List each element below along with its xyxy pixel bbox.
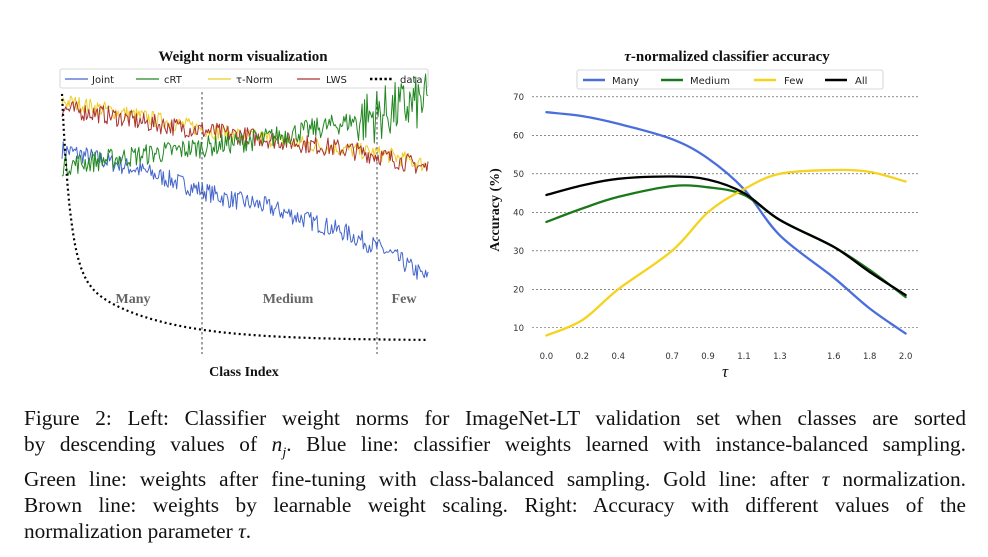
right-ylabel: Accuracy (%) <box>488 168 503 252</box>
caption-line-2: by descending values of nj. Blue line: c… <box>24 431 966 466</box>
legend-label-medium: Medium <box>690 76 730 87</box>
caption-line-2a: by descending values of <box>24 432 272 456</box>
right-y-tick-label: 40 <box>513 208 524 218</box>
legend-label-data: data <box>400 75 423 86</box>
accuracy-line-few <box>545 168 907 337</box>
right-x-tick-label: 0.2 <box>576 352 590 362</box>
right-panel: τ-normalized classifier accuracy Many Me… <box>488 49 920 381</box>
weight-norm-line-joint <box>61 141 429 280</box>
right-x-tick-labels: 0.0 0.2 0.4 0.7 0.9 1.1 1.3 1.6 1.8 2.0 <box>540 352 913 362</box>
caption-tau-1: τ <box>821 467 830 492</box>
caption-tau-2: τ <box>238 519 246 544</box>
right-series-group <box>545 111 907 337</box>
legend-label-tau-norm: τ-Norm <box>236 75 273 86</box>
right-x-tick-label: 1.3 <box>773 352 787 362</box>
left-legend: Joint cRT τ-Norm LWS data <box>59 68 429 89</box>
right-title: τ-normalized classifier accuracy <box>624 49 830 65</box>
right-title-rest: -normalized classifier accuracy <box>631 49 830 65</box>
right-x-tick-label: 0.7 <box>665 352 679 362</box>
legend-label-many: Many <box>612 76 639 87</box>
right-y-tick-label: 30 <box>513 247 524 257</box>
legend-label-all: All <box>855 76 867 87</box>
legend-label-crt: cRT <box>164 75 183 86</box>
caption-var-j: j <box>282 445 287 461</box>
right-x-tick-label: 0.9 <box>701 352 715 362</box>
caption-line-3b: normalization. <box>829 467 967 492</box>
right-x-tick-label: 1.6 <box>827 352 841 362</box>
right-xlabel: τ <box>722 362 729 381</box>
caption-line-5a: normalization parameter <box>24 519 239 544</box>
legend-label-joint: Joint <box>91 75 114 86</box>
right-legend-box <box>576 69 884 90</box>
caption-var-n: n <box>271 432 283 456</box>
region-label-many: Many <box>116 292 151 307</box>
right-y-tick-label: 20 <box>513 285 524 295</box>
right-title-tau: τ <box>624 49 632 65</box>
right-y-tick-label: 60 <box>513 131 524 141</box>
caption-line-1: Figure 2: Left: Classifier weight norms … <box>24 406 966 430</box>
caption-line-5b: . <box>245 519 252 544</box>
right-x-tick-label: 2.0 <box>899 352 913 362</box>
right-y-tick-label: 50 <box>513 170 524 180</box>
data-distribution-curve <box>60 93 428 341</box>
region-label-medium: Medium <box>263 292 314 307</box>
left-xlabel: Class Index <box>209 365 279 380</box>
right-x-tick-label: 1.1 <box>737 352 751 362</box>
caption-line-3: Green line: weights after fine-tuning wi… <box>24 466 966 492</box>
right-grid <box>532 96 920 329</box>
left-legend-box <box>59 68 429 89</box>
right-x-tick-label: 0.4 <box>611 352 625 362</box>
figure-caption: Figure 2: Left: Classifier weight norms … <box>24 405 966 544</box>
caption-line-2b: . Blue line: classifier weights learned … <box>286 432 967 456</box>
weight-norm-line-crt <box>61 73 429 177</box>
left-title: Weight norm visualization <box>158 49 328 65</box>
accuracy-line-many <box>545 111 907 335</box>
right-y-tick-label: 70 <box>513 93 524 103</box>
right-y-tick-label: 10 <box>513 324 524 334</box>
accuracy-line-all <box>545 175 907 297</box>
right-legend: Many Medium Few All <box>576 69 884 90</box>
right-x-tick-label: 1.8 <box>863 352 877 362</box>
left-panel: Weight norm visualization Joint cRT τ-No… <box>59 49 429 380</box>
legend-label-lws: LWS <box>326 75 347 86</box>
legend-label-few: Few <box>784 76 804 87</box>
left-series-group <box>61 73 429 280</box>
accuracy-line-medium <box>545 184 907 299</box>
right-y-tick-labels: 10 20 30 40 50 60 70 <box>513 93 524 334</box>
figure: Weight norm visualization Joint cRT τ-No… <box>59 49 920 381</box>
caption-line-5: normalization parameter τ. <box>24 518 966 544</box>
caption-line-3a: Green line: weights after fine-tuning wi… <box>24 467 822 492</box>
region-label-few: Few <box>392 292 418 307</box>
caption-line-4: Brown line: weights by learnable weight … <box>24 493 966 518</box>
weight-norm-line-lws <box>61 101 429 174</box>
right-x-tick-label: 0.0 <box>540 352 554 362</box>
